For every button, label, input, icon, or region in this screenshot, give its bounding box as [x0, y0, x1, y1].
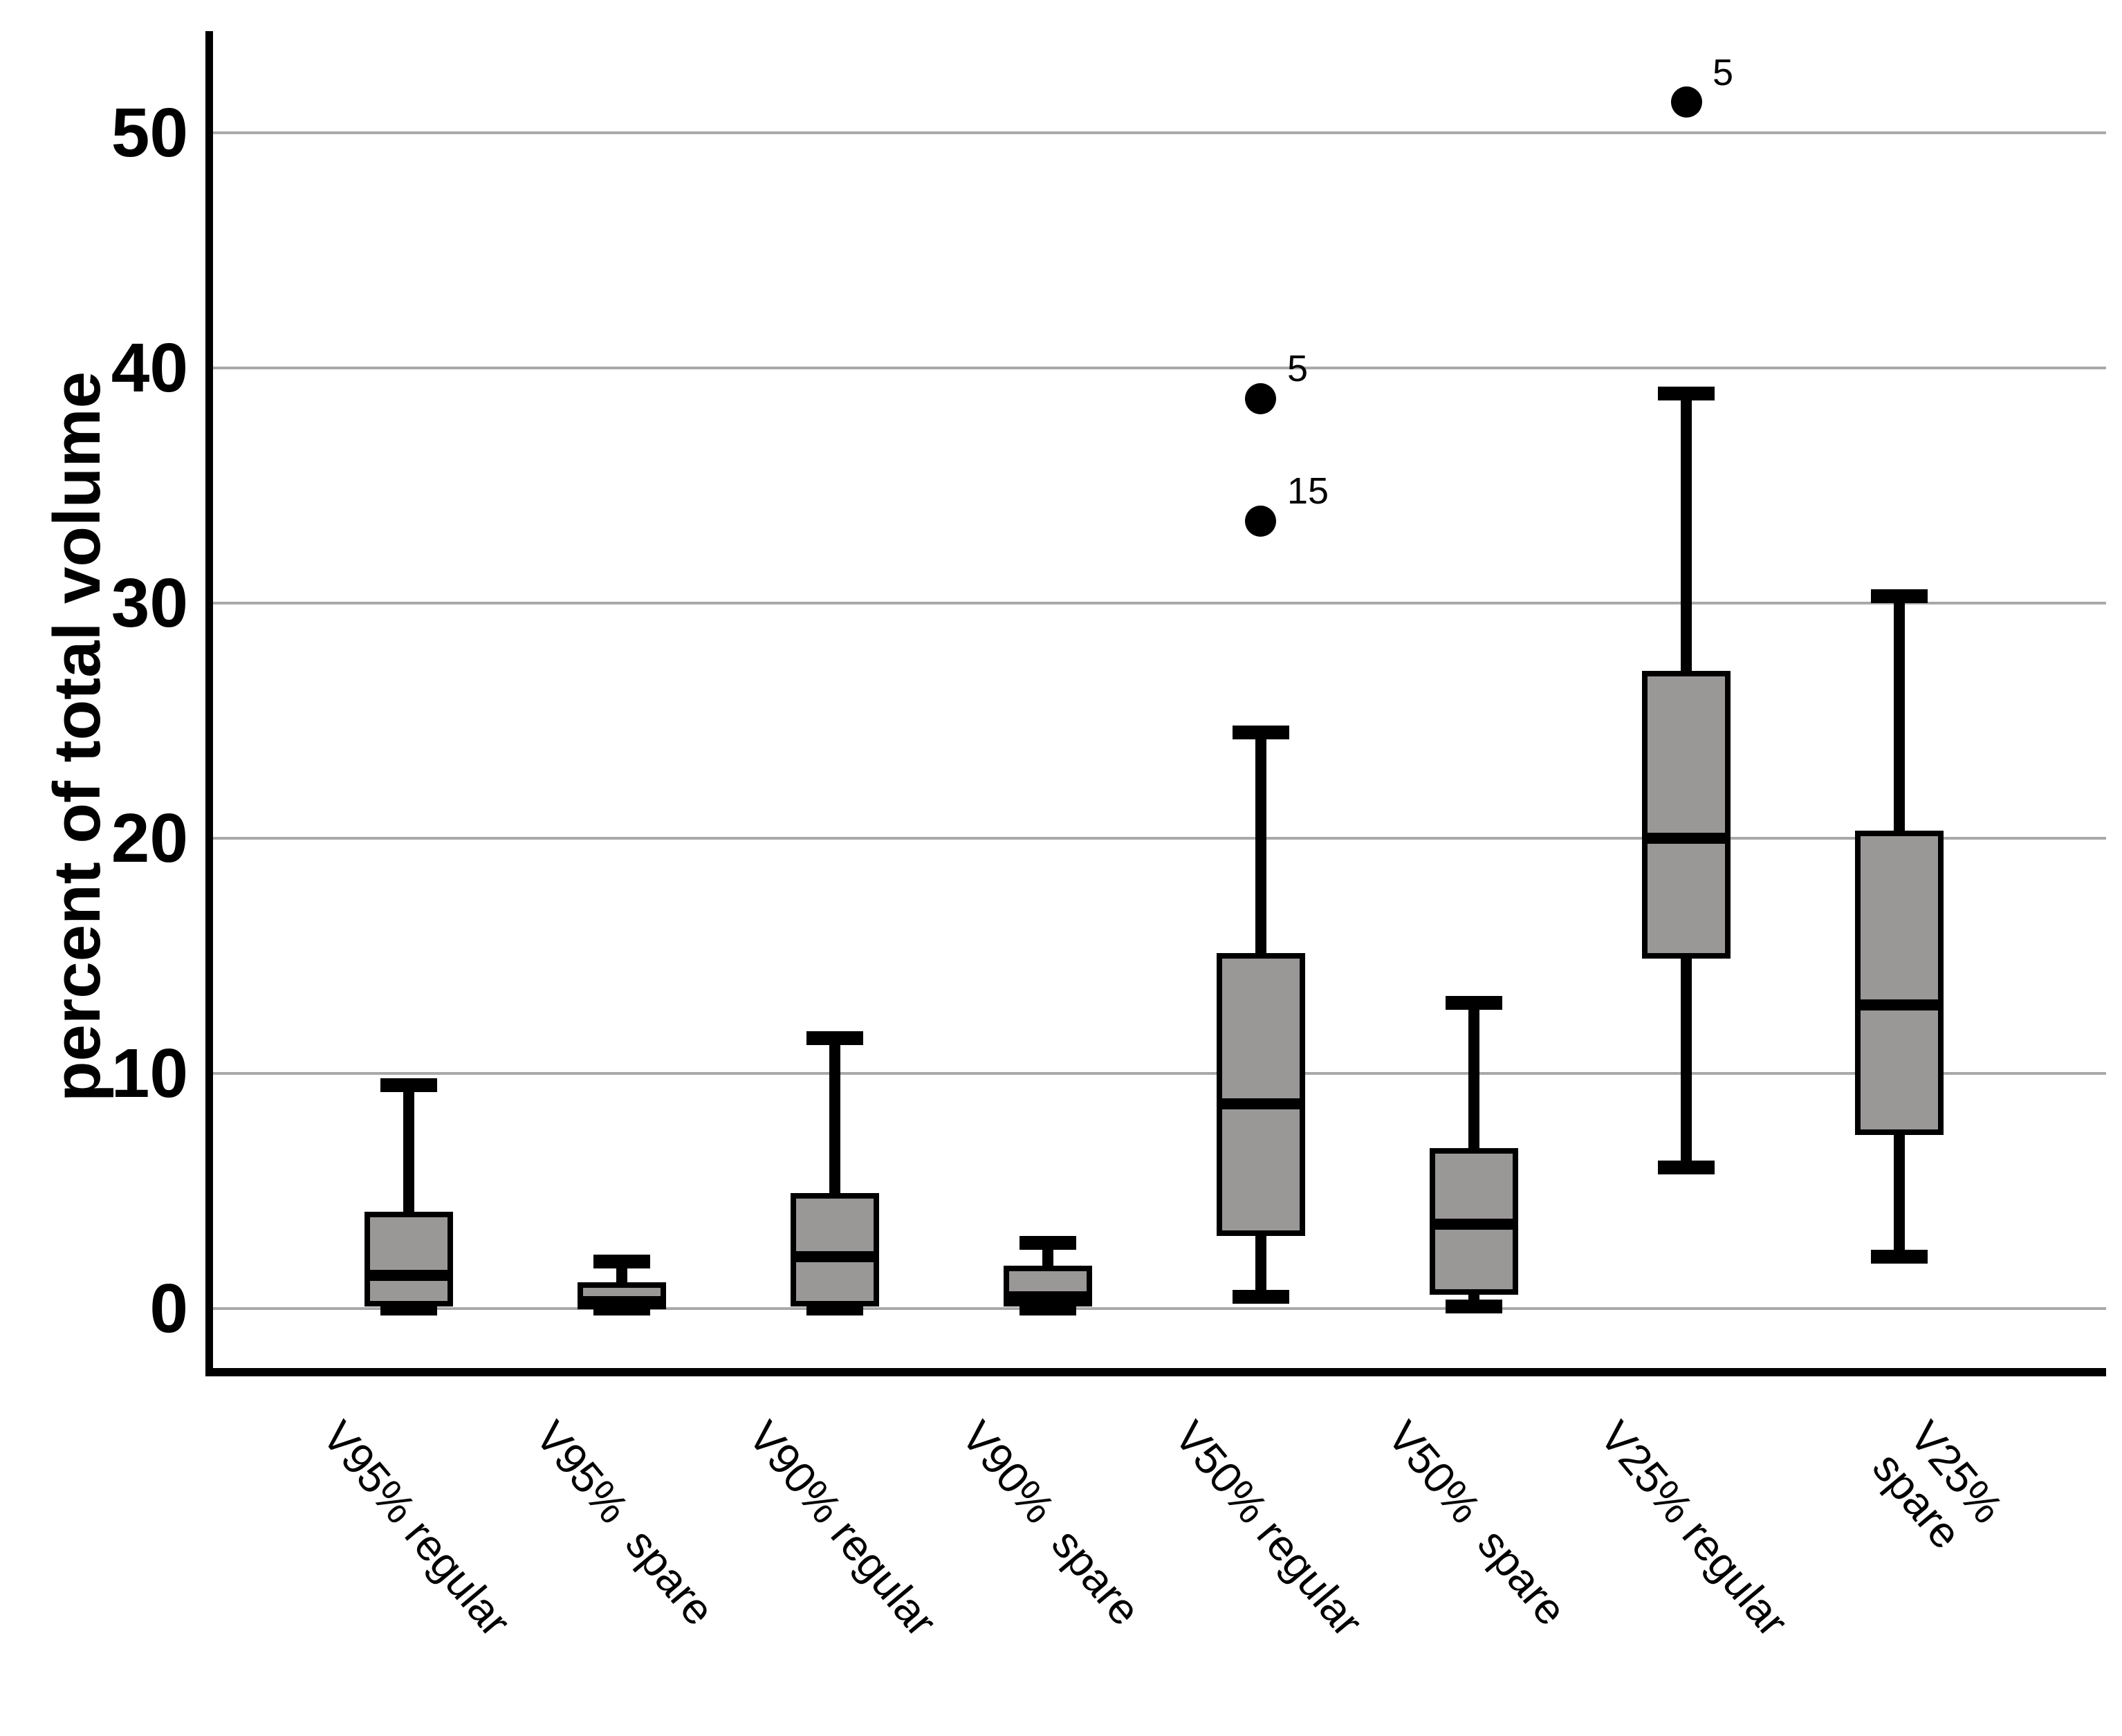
- gridline-20: [213, 837, 2106, 840]
- whisker-cap-min: [1233, 1290, 1289, 1304]
- outlier-dot: [1245, 506, 1276, 537]
- whisker-cap-min: [1446, 1300, 1502, 1313]
- y-tick-label: 30: [111, 564, 188, 642]
- x-tick-label: V25% spare: [1863, 1412, 2013, 1558]
- outlier-case-label: 5: [1287, 348, 1309, 389]
- gridline-50: [213, 131, 2106, 134]
- gridline-40: [213, 367, 2106, 369]
- median-line: [1642, 833, 1731, 844]
- outlier-case-label: 15: [1287, 470, 1329, 512]
- median-line: [365, 1270, 453, 1281]
- y-axis-line: [205, 31, 213, 1376]
- gridline-0: [213, 1307, 2106, 1310]
- x-axis-line: [205, 1368, 2106, 1376]
- x-tick-label: V95% regular: [313, 1412, 520, 1646]
- median-line: [1855, 999, 1944, 1010]
- y-tick-label: 0: [149, 1270, 188, 1347]
- whisker-cap-max: [1871, 589, 1928, 603]
- whisker-cap-max: [806, 1031, 863, 1045]
- x-tick-label: V50% regular: [1165, 1412, 1372, 1646]
- whisker-cap-max: [380, 1078, 437, 1092]
- x-tick-label: V95% spare: [526, 1412, 723, 1635]
- whisker-cap-max: [1233, 726, 1289, 739]
- median-line: [1004, 1291, 1092, 1302]
- x-tick-label: V90% regular: [739, 1412, 946, 1646]
- outlier-dot: [1245, 383, 1276, 414]
- median-line: [578, 1296, 666, 1307]
- whisker-cap-min: [1871, 1250, 1928, 1264]
- outlier-case-label: 5: [1713, 52, 1734, 93]
- y-tick-label: 40: [111, 329, 188, 407]
- whisker-cap-max: [1020, 1236, 1076, 1250]
- whisker-cap-max: [593, 1255, 650, 1268]
- gridline-30: [213, 602, 2106, 604]
- box-iqr-rect: [791, 1193, 879, 1306]
- box-iqr-rect: [1642, 671, 1731, 959]
- box-iqr-rect: [1855, 831, 1944, 1135]
- y-tick-label: 20: [111, 800, 188, 877]
- box-iqr-rect: [1217, 953, 1305, 1236]
- gridline-10: [213, 1072, 2106, 1075]
- x-tick-label: V50% spare: [1378, 1412, 1576, 1635]
- box-iqr-rect: [365, 1212, 453, 1306]
- y-tick-label: 10: [111, 1035, 188, 1112]
- median-line: [791, 1251, 879, 1262]
- outlier-dot: [1671, 86, 1702, 118]
- median-line: [1430, 1219, 1518, 1230]
- whisker-cap-max: [1446, 996, 1502, 1010]
- whisker-cap-min: [1658, 1161, 1715, 1174]
- x-tick-label: V90% spare: [952, 1412, 1150, 1635]
- whisker-cap-max: [1658, 387, 1715, 400]
- y-tick-label: 50: [111, 94, 188, 172]
- median-line: [1217, 1098, 1305, 1109]
- x-tick-label: V25% regular: [1590, 1412, 1798, 1646]
